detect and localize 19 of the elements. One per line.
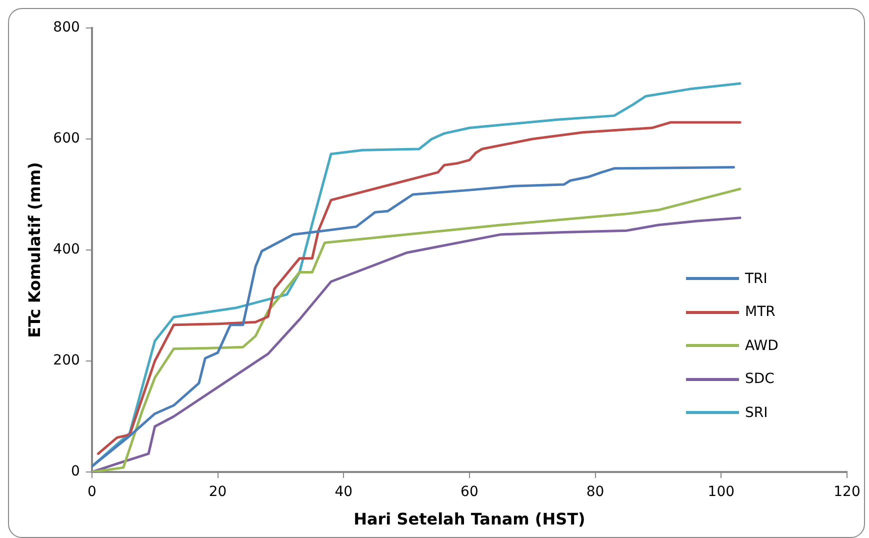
y-axis-title: ETc Komulatif (mm): [24, 162, 44, 338]
x-tick-label: 20: [208, 484, 227, 500]
x-tick-label: 40: [334, 484, 353, 500]
x-tick-label: 120: [834, 484, 860, 500]
y-tick-label: 800: [53, 20, 80, 36]
x-tick-label: 100: [708, 484, 735, 500]
y-tick-label: 200: [53, 352, 80, 369]
x-axis-title: Hari Setelah Tanam (HST): [354, 510, 586, 529]
x-tick-label: 60: [460, 484, 478, 500]
legend-label: TRI: [745, 270, 768, 287]
legend-label: AWD: [745, 338, 778, 354]
x-tick-label: 80: [586, 484, 604, 500]
legend-label: MTR: [745, 304, 776, 320]
legend-label: SRI: [745, 404, 768, 421]
legend-label: SDC: [745, 371, 774, 388]
x-tick-label: 0: [87, 484, 96, 500]
y-tick-label: 0: [71, 464, 80, 480]
y-tick-label: 400: [53, 242, 80, 258]
y-tick-label: 600: [53, 130, 80, 147]
